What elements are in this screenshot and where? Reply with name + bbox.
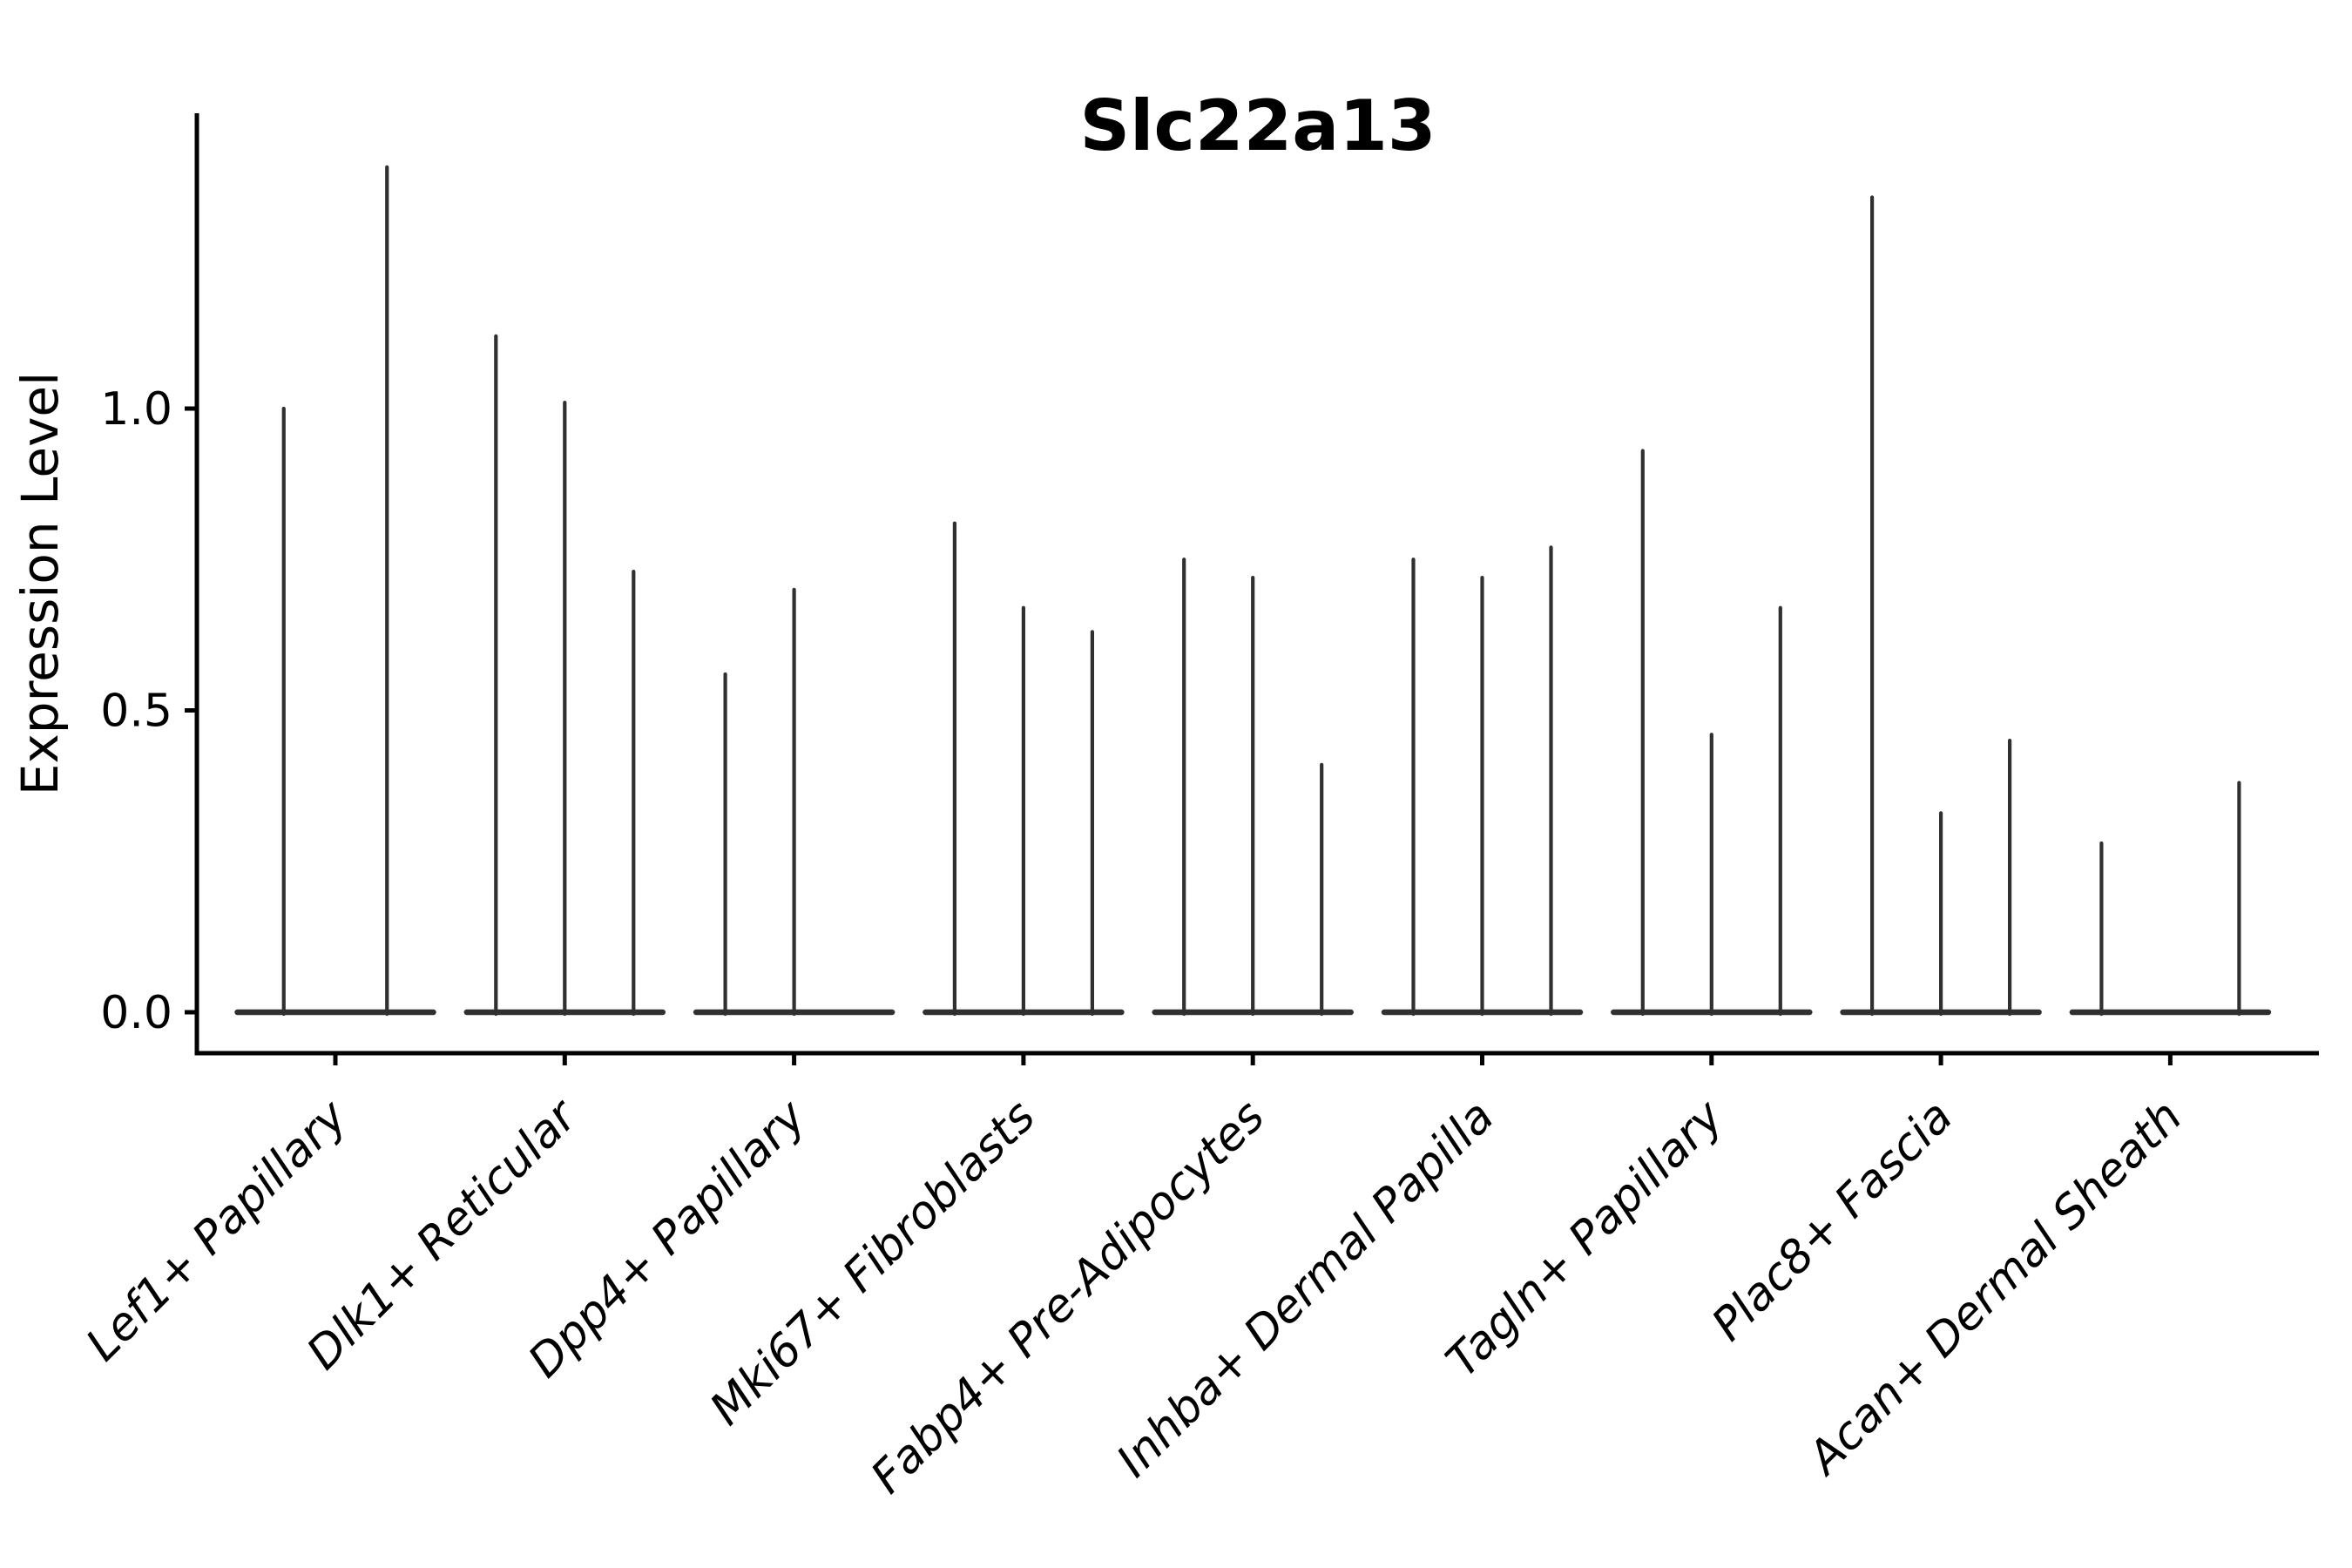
x-category-label: Plac8+ Fascia <box>1702 1091 1963 1351</box>
x-category-label: Inhba+ Dermal Papilla <box>1107 1091 1504 1488</box>
x-category-label: Fabp4+ Pre-Adipocytes <box>862 1091 1275 1504</box>
y-tick-label: 0.5 <box>100 686 172 738</box>
x-category-label: Acan+ Dermal Sheath <box>1797 1091 2193 1486</box>
chart-title: Slc22a13 <box>1079 85 1436 166</box>
y-axis-label: Expression Level <box>10 372 70 795</box>
y-tick-label: 0.0 <box>100 987 172 1039</box>
y-tick-label: 1.0 <box>100 383 172 436</box>
